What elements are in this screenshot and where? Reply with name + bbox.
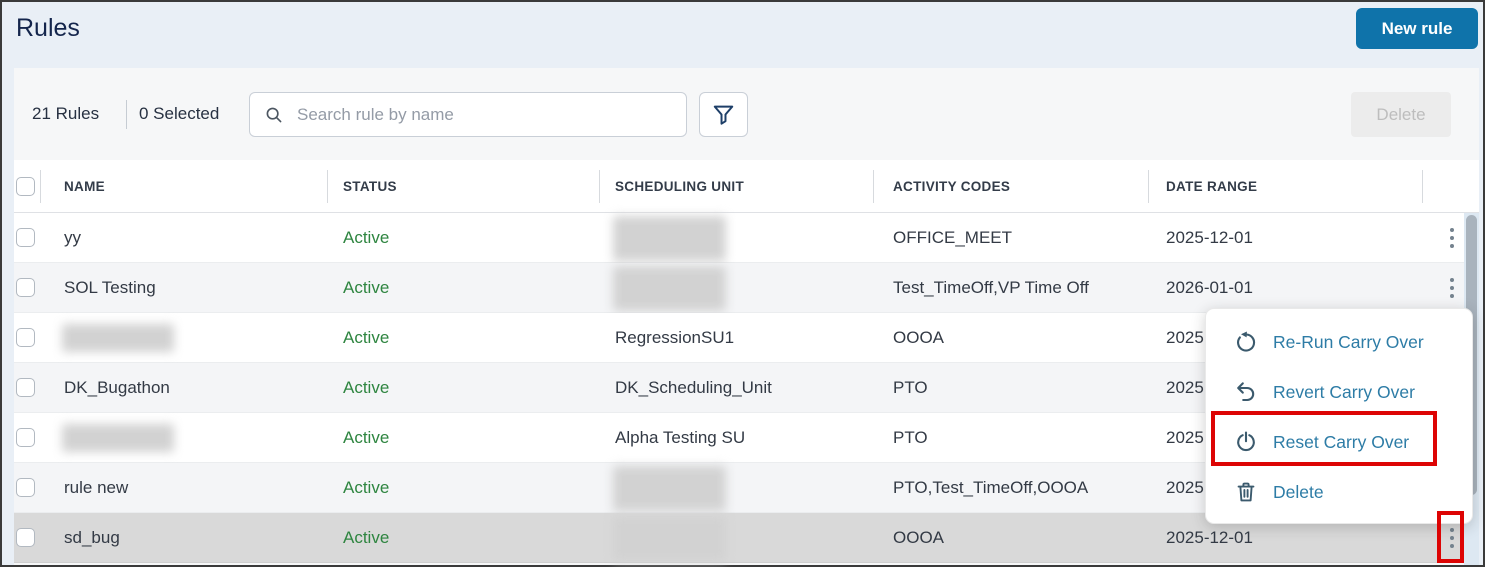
column-header-name: NAME [64,179,105,194]
cell-status: Active [343,378,390,397]
row-checkbox[interactable] [16,428,35,447]
row-actions-kebab-icon[interactable] [1441,273,1463,303]
filter-button[interactable] [699,92,748,137]
delete-icon [1234,480,1258,504]
header-divider [1148,170,1149,203]
redacted-name [62,324,174,352]
redacted-scheduling-unit [613,266,726,311]
column-header-scheduling-unit: SCHEDULING UNIT [615,179,744,194]
column-header-status: STATUS [343,179,397,194]
cell-activity-codes: PTO [893,428,928,447]
rerun-carry-over-icon [1234,330,1258,354]
cell-date-range: 2026-01-01 [1166,278,1253,297]
cell-date-range: 2025 [1166,478,1204,497]
row-checkbox[interactable] [16,528,35,547]
page-title: Rules [16,14,80,42]
cell-name: SOL Testing [64,278,156,297]
menu-item-re-run-carry-over[interactable]: Re-Run Carry Over [1206,317,1472,367]
cell-name: DK_Bugathon [64,378,170,397]
menu-item-label: Reset Carry Over [1273,431,1410,452]
row-actions-context-menu: Re-Run Carry Over Revert Carry Over Reset … [1205,308,1473,524]
table-row[interactable]: SOL Testing Active Test_TimeOff,VP Time Of… [14,263,1479,313]
header-divider [1422,170,1423,203]
cell-date-range: 2025 [1166,428,1204,447]
cell-scheduling-unit: RegressionSU1 [615,328,735,347]
cell-name: sd_bug [64,528,120,547]
redacted-scheduling-unit [613,216,726,261]
toolbar-divider [126,100,127,129]
header-divider [327,170,328,203]
cell-activity-codes: PTO,Test_TimeOff,OOOA [893,478,1089,497]
cell-scheduling-unit: DK_Scheduling_Unit [615,378,772,397]
cell-status: Active [343,478,390,497]
cell-activity-codes: Test_TimeOff,VP Time Off [893,278,1089,297]
cell-date-range: 2025-12-01 [1166,528,1253,547]
cell-date-range: 2025-12-01 [1166,228,1253,247]
header-divider [40,170,41,203]
row-checkbox[interactable] [16,378,35,397]
cell-date-range: 2025 [1166,378,1204,397]
cell-activity-codes: OOOA [893,528,945,547]
column-header-date-range: DATE RANGE [1166,179,1258,194]
cell-status: Active [343,428,390,447]
delete-button[interactable]: Delete [1351,92,1451,137]
cell-name: rule new [64,478,129,497]
new-rule-button[interactable]: New rule [1356,8,1478,49]
menu-item-revert-carry-over[interactable]: Revert Carry Over [1206,367,1472,417]
menu-item-label: Delete [1273,481,1324,502]
menu-item-delete[interactable]: Delete [1206,467,1472,517]
menu-item-label: Revert Carry Over [1273,381,1415,402]
revert-carry-over-icon [1234,380,1258,404]
cell-status: Active [343,228,390,247]
redacted-scheduling-unit [613,516,726,561]
cell-status: Active [343,328,390,347]
cell-name: yy [64,228,81,247]
redacted-scheduling-unit [613,466,726,511]
redacted-name [62,424,174,452]
selected-count: 0 Selected [139,104,220,123]
reset-carry-over-icon [1234,430,1258,454]
search-input[interactable] [295,103,665,126]
cell-scheduling-unit: Alpha Testing SU [615,428,746,447]
table-header: NAME STATUS SCHEDULING UNIT ACTIVITY CODES D… [14,160,1479,213]
row-actions-kebab-icon[interactable] [1441,223,1463,253]
cell-date-range: 2025 [1166,328,1204,347]
cell-activity-codes: PTO [893,378,928,397]
cell-status: Active [343,278,390,297]
row-checkbox[interactable] [16,278,35,297]
filter-funnel-icon [711,102,736,127]
header-divider [873,170,874,203]
menu-item-reset-carry-over[interactable]: Reset Carry Over [1206,417,1472,467]
cell-activity-codes: OOOA [893,328,945,347]
menu-item-label: Re-Run Carry Over [1273,331,1424,352]
search-icon [263,104,285,126]
cell-status: Active [343,528,390,547]
row-checkbox[interactable] [16,328,35,347]
row-actions-kebab-icon[interactable] [1441,523,1463,553]
select-all-checkbox[interactable] [16,177,35,196]
row-checkbox[interactable] [16,228,35,247]
search-box [249,92,687,137]
column-header-activity-codes: ACTIVITY CODES [893,179,1011,194]
rules-count: 21 Rules [32,104,100,123]
table-row[interactable]: yy Active OFFICE_MEET 2025-12-01 [14,213,1479,263]
cell-activity-codes: OFFICE_MEET [893,228,1013,247]
row-checkbox[interactable] [16,478,35,497]
header-divider [599,170,600,203]
